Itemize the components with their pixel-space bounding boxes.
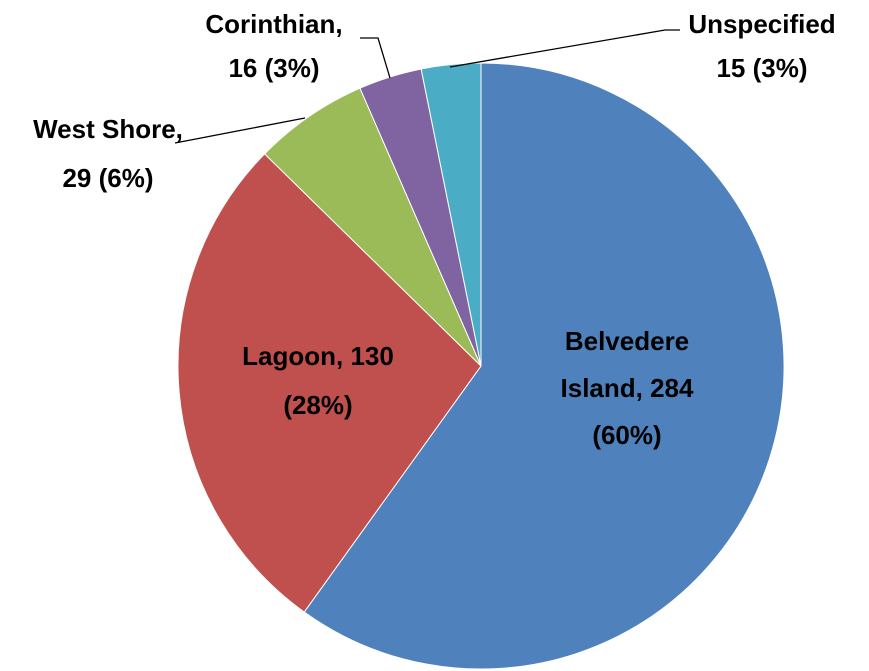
data-label-line: (60%) xyxy=(592,420,661,450)
leader-line xyxy=(360,37,391,79)
pie-slice xyxy=(263,87,482,367)
data-label-line: 15 (3%) xyxy=(716,53,807,83)
data-label-line: Corinthian, xyxy=(205,9,342,39)
data-label-line: Belvedere xyxy=(565,326,689,356)
data-label-line: Lagoon, 130 xyxy=(242,341,394,371)
data-label-line: 16 (3%) xyxy=(228,53,319,83)
data-label-line: Island, 284 xyxy=(561,373,694,403)
pie-slice xyxy=(303,62,785,670)
data-label: Corinthian, 16 (3%) xyxy=(205,9,342,83)
pie-slice xyxy=(177,153,482,613)
data-label-line: West Shore, xyxy=(33,114,183,144)
leader-line xyxy=(174,117,306,144)
pie-slice xyxy=(420,62,482,367)
data-label: Belvedere Island, 284 (60%) xyxy=(561,326,694,450)
data-label-line: (28%) xyxy=(283,390,352,420)
data-label: Unspecified 15 (3%) xyxy=(688,9,835,83)
data-label-line: 29 (6%) xyxy=(62,163,153,193)
data-label-line: Unspecified xyxy=(688,9,835,39)
data-label: West Shore, 29 (6%) xyxy=(33,114,183,193)
leader-line xyxy=(449,29,680,68)
data-label: Lagoon, 130 (28%) xyxy=(242,341,394,420)
